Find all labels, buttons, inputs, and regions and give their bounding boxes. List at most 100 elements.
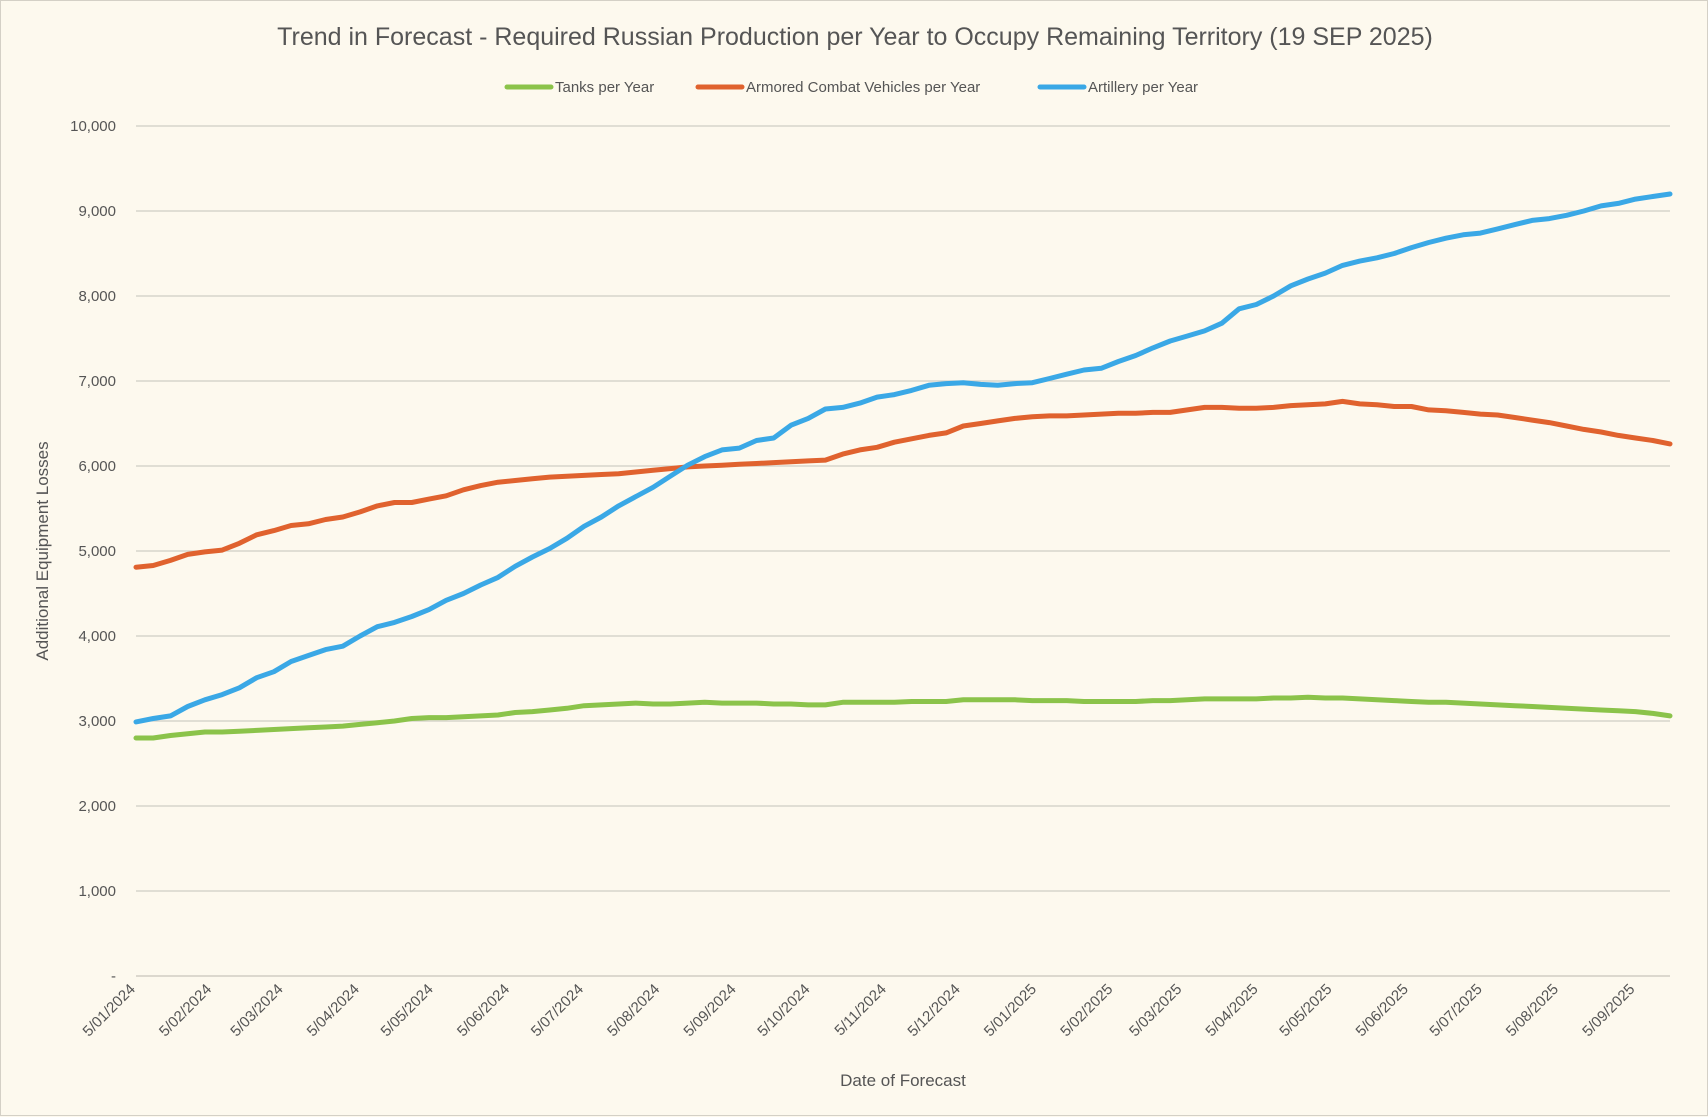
x-tick-label: 5/04/2025 [1202, 981, 1261, 1040]
x-tick-label: 5/05/2024 [378, 981, 437, 1040]
legend-item: Armored Combat Vehicles per Year [695, 79, 980, 96]
data-point [168, 558, 173, 563]
data-point [1599, 708, 1604, 713]
data-point [582, 524, 587, 529]
data-point [892, 440, 897, 445]
data-point [633, 470, 638, 475]
data-point [254, 675, 259, 680]
data-point [1185, 697, 1190, 702]
data-point [1530, 704, 1535, 709]
data-point [1185, 334, 1190, 339]
data-point [720, 701, 725, 706]
data-point [375, 503, 380, 508]
data-point [358, 634, 363, 639]
data-point [1443, 236, 1448, 241]
data-point [1202, 405, 1207, 410]
data-point [1133, 699, 1138, 704]
x-tick-label: 5/04/2024 [304, 981, 363, 1040]
x-tick-label: 5/11/2024 [831, 981, 889, 1039]
data-point [1116, 699, 1121, 704]
data-point [1099, 366, 1104, 371]
data-point [151, 736, 156, 741]
data-point [633, 701, 638, 706]
data-point [185, 704, 190, 709]
data-point [995, 418, 1000, 423]
data-point [771, 460, 776, 465]
data-point [668, 466, 673, 471]
data-point [1082, 413, 1087, 418]
data-point [513, 478, 518, 483]
data-point [668, 474, 673, 479]
series-1 [133, 694, 1673, 741]
data-point [840, 405, 845, 410]
data-point [220, 692, 225, 697]
data-point [1271, 294, 1276, 299]
data-point [737, 701, 742, 706]
data-point [892, 700, 897, 705]
data-point [530, 709, 535, 714]
y-tick-label: - [111, 968, 116, 985]
data-point [358, 722, 363, 727]
data-point [1478, 412, 1483, 417]
data-point [1616, 708, 1621, 713]
data-point [840, 700, 845, 705]
data-point [599, 515, 604, 520]
data-point [1202, 696, 1207, 701]
data-point [1530, 418, 1535, 423]
series-line [133, 694, 1673, 741]
data-point [1616, 201, 1621, 206]
data-point [358, 509, 363, 514]
data-point [289, 523, 294, 528]
x-tick-label: 5/06/2025 [1353, 981, 1412, 1040]
data-point [1478, 702, 1483, 707]
data-point [616, 503, 621, 508]
data-point [1668, 441, 1673, 446]
data-point [323, 517, 328, 522]
data-point [1392, 251, 1397, 256]
data-point [547, 475, 552, 480]
data-point [599, 702, 604, 707]
data-point [1323, 271, 1328, 276]
data-point [1512, 415, 1517, 420]
data-point [409, 614, 414, 619]
data-point [271, 669, 276, 674]
data-point [1306, 402, 1311, 407]
data-point [1116, 359, 1121, 364]
legend-label: Armored Combat Vehicles per Year [746, 79, 980, 96]
data-point [547, 708, 552, 713]
data-point [564, 474, 569, 479]
data-point [1375, 402, 1380, 407]
data-point [823, 458, 828, 463]
data-point [289, 659, 294, 664]
data-point [1357, 259, 1362, 264]
x-tick-label: 5/02/2025 [1057, 981, 1116, 1040]
data-point [1047, 376, 1052, 381]
x-axis-ticks: 5/01/2024 5/02/2024 5/03/2024 5/04/2024 5/05… [80, 981, 1639, 1040]
x-tick-label: 5/01/2024 [80, 981, 139, 1040]
data-point [323, 725, 328, 730]
data-point [1254, 406, 1259, 411]
data-point [806, 416, 811, 421]
data-point [151, 563, 156, 568]
data-point [1340, 263, 1345, 268]
data-point [1599, 430, 1604, 435]
data-point [1443, 700, 1448, 705]
data-point [1082, 368, 1087, 373]
data-point [857, 447, 862, 452]
data-point [668, 702, 673, 707]
data-point [185, 552, 190, 557]
data-point [427, 715, 432, 720]
data-point [1288, 696, 1293, 701]
data-point [995, 697, 1000, 702]
data-point [1668, 192, 1673, 197]
data-point [1237, 406, 1242, 411]
data-point [771, 702, 776, 707]
x-tick-label: 5/10/2024 [754, 981, 813, 1040]
legend-item: Tanks per Year [504, 79, 654, 96]
data-point [1306, 277, 1311, 282]
data-point [444, 493, 449, 498]
data-point [1443, 408, 1448, 413]
data-point [478, 713, 483, 718]
data-point [857, 401, 862, 406]
data-point [375, 720, 380, 725]
